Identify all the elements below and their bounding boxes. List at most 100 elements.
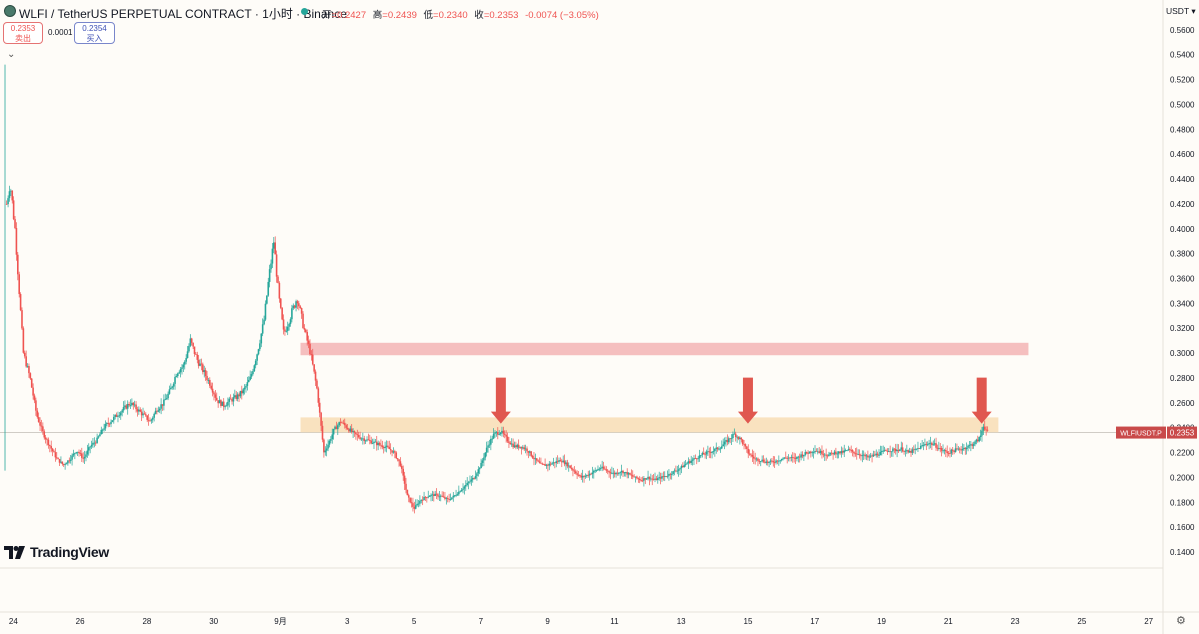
buy-button[interactable]: 0.2354 买入 (74, 22, 115, 44)
candle-body (252, 371, 254, 375)
candle-body (915, 448, 918, 450)
candle-body (268, 269, 271, 282)
sell-button[interactable]: 0.2353 卖出 (3, 22, 43, 44)
candle-body (243, 387, 246, 390)
candle-body (380, 444, 382, 446)
x-tick-label: 26 (76, 617, 85, 626)
candle-body (153, 413, 155, 418)
candle-body (133, 404, 136, 406)
candle-body (314, 371, 317, 381)
y-tick-label: 0.4000 (1170, 225, 1195, 234)
x-tick-label: 9月 (274, 617, 286, 626)
candle-body (5, 203, 8, 205)
gear-icon[interactable]: ⚙ (1176, 615, 1186, 627)
candle-body (695, 458, 698, 460)
candle-body (926, 444, 929, 446)
x-tick-label: 7 (479, 617, 484, 626)
candle-body (552, 462, 555, 464)
candle-body (794, 457, 797, 459)
candle-body (356, 434, 359, 436)
candle-body (726, 440, 729, 443)
candle-body (26, 366, 29, 367)
symbol-title[interactable]: WLFI / TetherUS PERPETUAL CONTRACT · 1小时… (19, 7, 347, 21)
x-tick-label: 30 (209, 617, 218, 626)
candle-body (733, 433, 736, 435)
candle-body (345, 425, 347, 428)
candle-body (330, 439, 332, 441)
candle-body (125, 405, 128, 409)
candle-body (530, 451, 532, 456)
candle-body (780, 458, 783, 461)
candle-body (473, 478, 475, 479)
candle-body (755, 458, 758, 460)
x-tick-label: 27 (1144, 617, 1153, 626)
candle-body (414, 505, 417, 509)
candle-body (51, 448, 54, 452)
candle-body (818, 451, 820, 453)
candle-body (968, 445, 971, 446)
chevron-down-icon[interactable]: ⌄ (7, 49, 16, 60)
candle-body (719, 448, 722, 450)
candle-body (697, 458, 699, 460)
candle-body (826, 455, 829, 457)
candle-body (171, 386, 174, 388)
candle-body (540, 462, 542, 464)
candle-body (399, 461, 402, 466)
candle-body (708, 451, 711, 453)
support-zone (300, 417, 999, 433)
candle-body (350, 428, 353, 432)
candle-body (225, 405, 228, 407)
candle-body (142, 413, 144, 416)
candle-body (140, 411, 143, 416)
candle-body (789, 457, 791, 459)
candle-body (928, 443, 930, 445)
candle-body (291, 308, 293, 320)
candle-body (42, 426, 44, 432)
candle-body (709, 452, 712, 454)
candle-body (816, 451, 819, 453)
candle-body (241, 390, 243, 394)
candle-body (638, 478, 641, 481)
candle-body (855, 453, 858, 455)
candle-body (597, 469, 599, 471)
currency-selector[interactable]: USDT ▾ (1166, 6, 1196, 16)
candle-body (917, 447, 919, 449)
candle-body (698, 455, 701, 459)
candle-body (570, 467, 573, 470)
candle-body (483, 457, 485, 461)
candle-body (648, 476, 651, 480)
candle-body (69, 459, 72, 461)
candle-body (200, 363, 203, 365)
candle-body (492, 433, 495, 439)
candle-body (93, 442, 96, 444)
candle-body (526, 448, 528, 452)
candle-body (686, 463, 688, 465)
candle-body (249, 376, 251, 380)
candle-body (222, 401, 225, 407)
y-tick-label: 0.1800 (1170, 498, 1195, 507)
candle-body (677, 469, 680, 471)
candle-body (581, 475, 584, 478)
x-tick-label: 3 (345, 617, 350, 626)
candle-body (104, 424, 107, 429)
candle-body (752, 456, 755, 459)
candle-body (474, 476, 477, 479)
candle-body (840, 450, 843, 454)
candle-body (714, 448, 716, 451)
candle-body (691, 459, 694, 461)
candle-body (659, 477, 662, 479)
candle-body (306, 332, 308, 341)
candle-body (218, 400, 221, 404)
candle-body (716, 447, 719, 450)
candle-body (725, 440, 727, 442)
candle-body (784, 457, 787, 459)
candle-body (872, 454, 875, 457)
candle-body (278, 282, 281, 299)
candle-body (743, 443, 745, 445)
candle-body (620, 470, 623, 473)
candle-body (449, 499, 452, 500)
candle-body (936, 447, 939, 449)
candle-body (970, 444, 972, 446)
candle-body (165, 398, 168, 400)
